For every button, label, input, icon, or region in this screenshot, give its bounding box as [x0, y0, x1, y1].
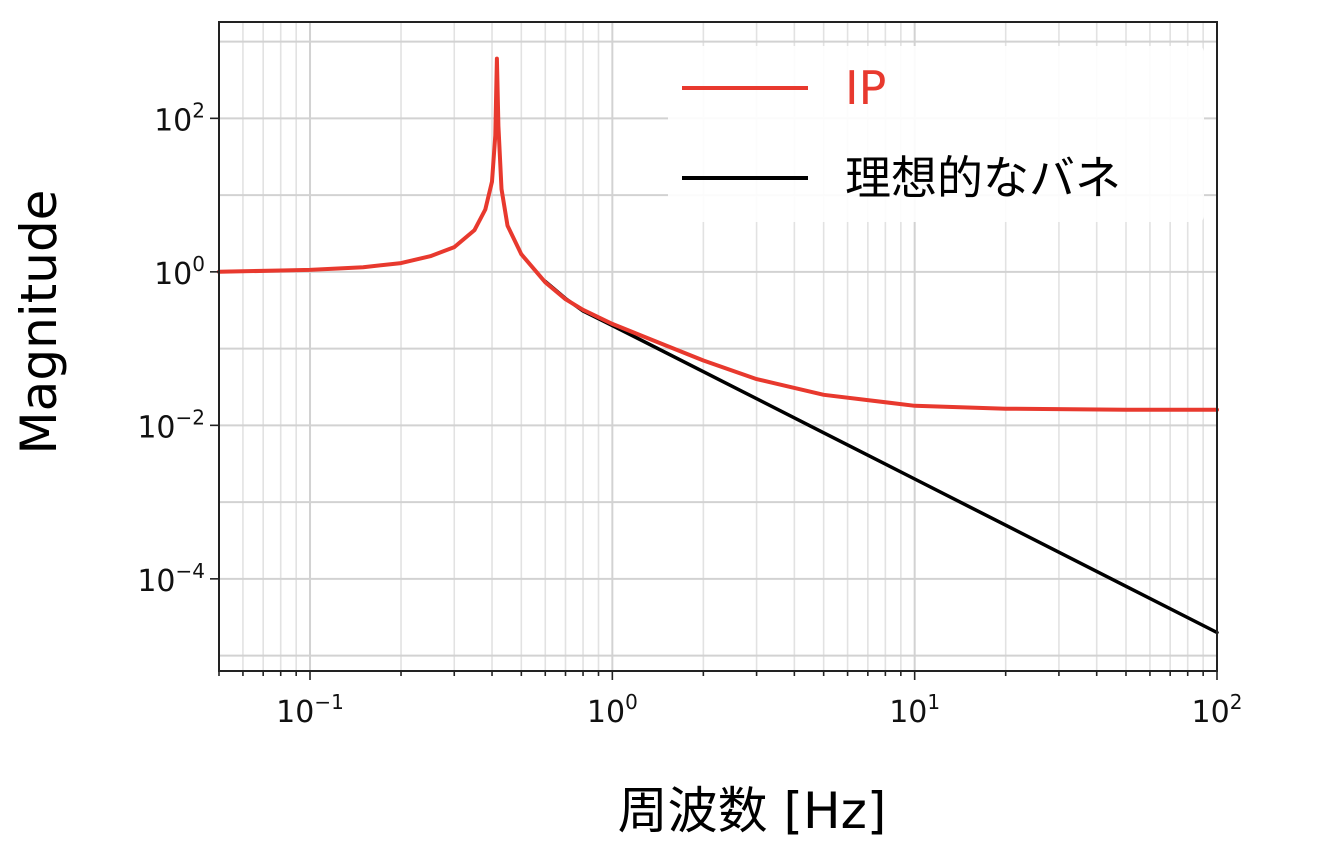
series-layer	[217, 56, 1219, 635]
x-tick-label: 102	[1192, 690, 1243, 730]
x-tick-label: 100	[587, 690, 638, 730]
legend-label-ip: IP	[845, 61, 886, 115]
y-tick-label: 10−2	[137, 405, 205, 445]
plot-frame	[218, 21, 1218, 672]
ticks-layer: 10−1 100 101 102 10−4 10−2 100 102	[137, 98, 1242, 730]
x-tick-label: 10−1	[276, 690, 344, 730]
legend: IP 理想的なバネ	[668, 46, 1204, 222]
series-line-ip	[217, 56, 1219, 412]
y-tick-label: 100	[154, 252, 205, 292]
y-tick-label: 10−4	[137, 559, 205, 599]
legend-label-ideal-spring: 理想的なバネ	[845, 151, 1121, 205]
y-tick-label: 102	[154, 98, 205, 138]
x-tick-label: 101	[889, 690, 940, 730]
y-axis-label: Magnitude	[10, 190, 68, 455]
x-axis-label: 周波数 [Hz]	[618, 782, 887, 840]
